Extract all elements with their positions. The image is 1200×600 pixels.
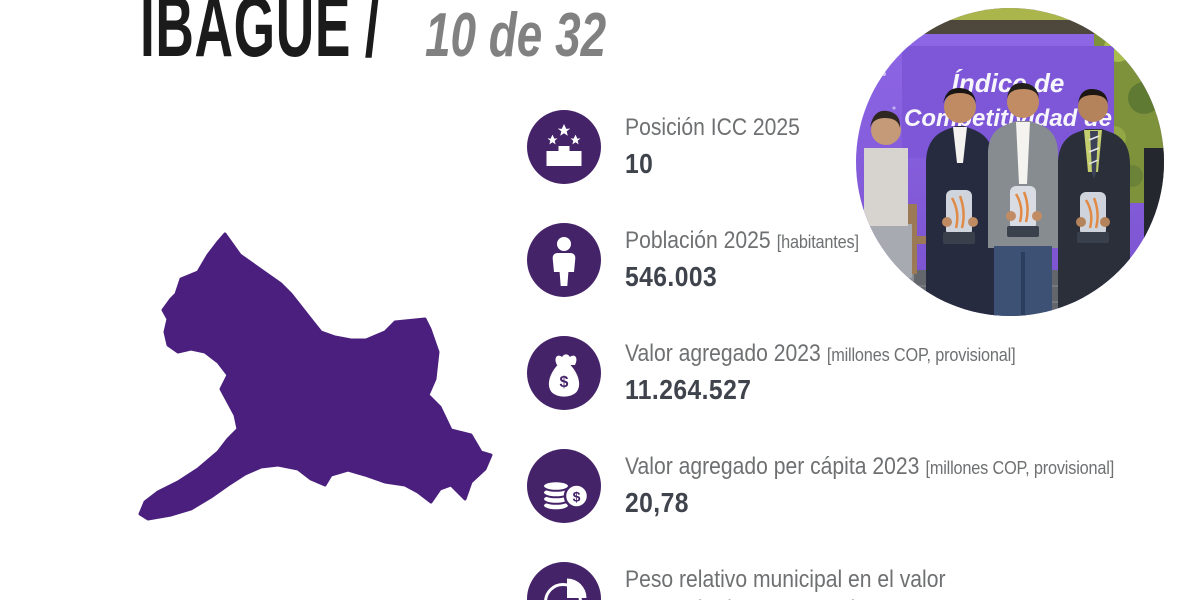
person-man-middle	[988, 82, 1058, 316]
event-photo: Índice de Competitividad de	[856, 8, 1164, 316]
city-name-text: IBAGUÉ	[140, 0, 352, 75]
ibague-map-shape	[138, 232, 493, 521]
svg-text:$: $	[560, 374, 569, 391]
stat-value: 546.003	[625, 261, 718, 292]
stat-text: Valor agregado 2023 [millones COP, provis…	[625, 336, 1016, 407]
page-title: IBAGUÉ/ 10 de 32	[140, 0, 760, 76]
person-man-left	[926, 87, 994, 316]
city-name: IBAGUÉ /	[140, 0, 380, 70]
stat-text: Valor agregado per cápita 2023 [millones …	[625, 449, 1114, 520]
municipality-map	[118, 222, 498, 529]
stat-label: Valor agregado per cápita 2023	[625, 453, 920, 480]
stat-label: Posición ICC 2025	[625, 114, 800, 141]
stats-list: Posición ICC 2025 10 Población 2025 [habi…	[527, 110, 1181, 600]
stat-value: 11.264.527	[625, 374, 752, 405]
stat-unit: [millones COP, provisional]	[826, 344, 1016, 365]
stat-row-valor-agregado: $ Valor agregado 2023 [millones COP, prov…	[527, 336, 1181, 410]
rank-text: 10 de 32	[425, 1, 607, 70]
coins-icon: $	[527, 449, 601, 523]
svg-text:$: $	[573, 489, 581, 505]
event-photo-scene: Índice de Competitividad de	[856, 8, 1164, 316]
stat-text: Posición ICC 2025 10	[625, 110, 806, 181]
money-bag-icon: $	[527, 336, 601, 410]
title-slash: /	[364, 0, 381, 75]
stat-label: Población 2025	[625, 227, 771, 254]
stat-row-peso-relativo: Peso relativo municipal en el valor agre…	[527, 562, 1181, 600]
stat-row-posicion: Posición ICC 2025 10	[527, 110, 1181, 184]
podium-stars-icon	[527, 110, 601, 184]
stat-label: Peso relativo municipal en el valor agre…	[625, 566, 946, 600]
pie-chart-icon	[527, 562, 601, 600]
stat-unit: [habitantes]	[776, 231, 859, 252]
stat-text: Población 2025 [habitantes] 546.003	[625, 223, 859, 294]
person-icon	[527, 223, 601, 297]
stat-unit: [millones COP, provisional]	[925, 457, 1115, 478]
stat-row-valor-per-capita: $ Valor agregado per cápita 2023 [millone…	[527, 449, 1181, 523]
ibague-map-icon	[138, 232, 493, 521]
stat-text: Peso relativo municipal en el valor agre…	[625, 562, 945, 600]
stat-value: 10	[625, 148, 654, 179]
stat-label: Valor agregado 2023	[625, 340, 821, 367]
stat-value: 20,78	[625, 487, 689, 518]
stat-row-poblacion: Población 2025 [habitantes] 546.003	[527, 223, 1181, 297]
person-man-right	[1058, 88, 1130, 316]
